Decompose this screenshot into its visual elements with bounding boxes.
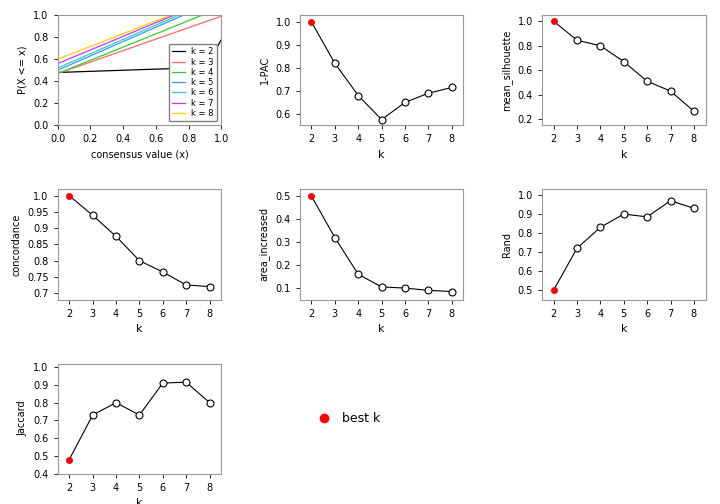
k = 5	[131, 33, 140, 39]
Y-axis label: Jaccard: Jaccard	[18, 401, 27, 436]
Line: k = 8: k = 8	[58, 15, 221, 59]
Line: k = 6: k = 6	[58, 15, 221, 68]
k = 6	[188, 12, 197, 18]
X-axis label: consensus value (x): consensus value (x)	[91, 150, 189, 160]
X-axis label: k: k	[378, 324, 385, 334]
k = 4	[132, 39, 140, 45]
k = 8	[213, 12, 222, 18]
k = 3	[53, 71, 62, 77]
X-axis label: k: k	[621, 150, 627, 160]
k = 4	[150, 31, 159, 37]
k = 5	[213, 12, 222, 18]
Y-axis label: area_increased: area_increased	[259, 208, 270, 281]
k = 4	[53, 71, 62, 77]
k = 2	[142, 67, 150, 73]
k = 7	[142, 24, 150, 30]
k = 8	[131, 26, 140, 32]
k = 8	[166, 12, 175, 18]
k = 2	[217, 37, 225, 43]
k = 8	[150, 18, 159, 24]
Y-axis label: mean_silhouette: mean_silhouette	[501, 30, 512, 111]
k = 8	[132, 25, 140, 31]
Y-axis label: 1-PAC: 1-PAC	[260, 56, 270, 84]
k = 5	[217, 12, 225, 18]
k = 3	[150, 36, 159, 42]
k = 6	[217, 12, 225, 18]
k = 5	[150, 25, 159, 31]
k = 7	[188, 12, 197, 18]
X-axis label: k: k	[378, 150, 385, 160]
k = 7	[217, 12, 225, 18]
k = 3	[213, 15, 222, 21]
Y-axis label: Rand: Rand	[502, 232, 512, 257]
k = 7	[213, 12, 222, 18]
k = 2	[150, 66, 159, 72]
k = 3	[142, 39, 150, 45]
k = 7	[132, 28, 140, 34]
k = 6	[213, 12, 222, 18]
X-axis label: k: k	[621, 324, 627, 334]
k = 7	[150, 20, 159, 26]
k = 5	[179, 12, 188, 18]
k = 4	[131, 39, 140, 45]
k = 3	[217, 13, 225, 19]
k = 3	[131, 43, 140, 49]
k = 8	[188, 12, 197, 18]
X-axis label: k: k	[136, 324, 143, 334]
k = 2	[53, 70, 62, 76]
Legend: best k: best k	[306, 407, 385, 430]
k = 4	[198, 12, 207, 18]
k = 2	[132, 67, 140, 73]
k = 8	[217, 12, 225, 18]
k = 4	[217, 12, 225, 18]
k = 5	[142, 28, 150, 34]
Legend: k = 2, k = 3, k = 4, k = 5, k = 6, k = 7, k = 8: k = 2, k = 3, k = 4, k = 5, k = 6, k = 7…	[168, 44, 217, 121]
k = 6	[150, 22, 159, 28]
k = 6	[174, 12, 183, 18]
k = 5	[188, 12, 197, 18]
Line: k = 3: k = 3	[58, 16, 221, 74]
Line: k = 5: k = 5	[58, 15, 221, 70]
k = 6	[53, 65, 62, 71]
k = 5	[53, 67, 62, 73]
k = 4	[187, 16, 196, 22]
k = 5	[132, 33, 140, 39]
k = 8	[53, 56, 62, 62]
X-axis label: k: k	[136, 498, 143, 504]
k = 2	[213, 43, 222, 49]
k = 7	[131, 28, 140, 34]
Line: k = 7: k = 7	[58, 15, 221, 64]
k = 2	[187, 65, 196, 71]
Line: k = 4: k = 4	[58, 15, 221, 74]
k = 6	[132, 31, 140, 37]
k = 8	[142, 22, 150, 28]
k = 4	[213, 12, 222, 18]
k = 4	[142, 35, 150, 41]
k = 2	[131, 67, 140, 73]
k = 3	[132, 43, 140, 49]
k = 3	[187, 24, 196, 30]
k = 6	[142, 26, 150, 32]
k = 6	[131, 31, 140, 37]
Y-axis label: P(X <= x): P(X <= x)	[18, 46, 27, 94]
k = 7	[53, 60, 62, 67]
k = 7	[170, 12, 179, 18]
Line: k = 2: k = 2	[58, 40, 221, 73]
Y-axis label: concordance: concordance	[12, 213, 22, 276]
